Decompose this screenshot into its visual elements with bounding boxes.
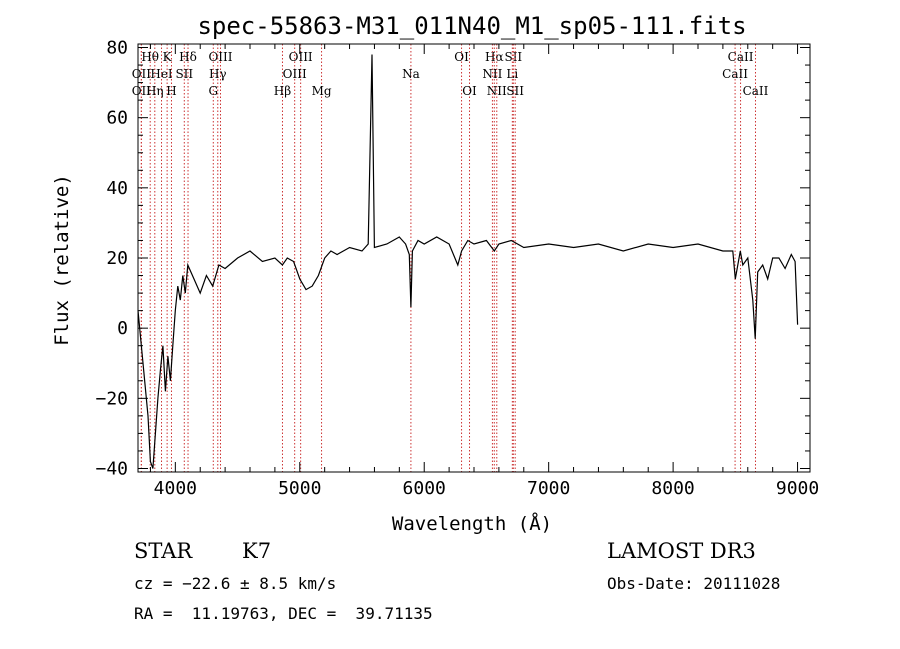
line-label-27: CaII xyxy=(743,84,769,98)
redshift-readout: cz = −22.6 ± 8.5 km/s xyxy=(134,574,337,593)
x-tick-label-4: 8000 xyxy=(651,478,694,499)
x-tick-label-3: 7000 xyxy=(527,478,570,499)
line-label-20: NII xyxy=(482,67,502,81)
spectrum-series xyxy=(137,54,799,469)
y-tick-label-3: 20 xyxy=(106,248,128,269)
line-label-4: HeI xyxy=(150,67,173,81)
spectrum-line xyxy=(137,54,799,469)
line-label-18: OI xyxy=(462,84,477,98)
x-tick-label-5: 9000 xyxy=(776,478,819,499)
line-label-25: CaII xyxy=(728,50,754,64)
line-label-26: CaII xyxy=(722,67,748,81)
line-label-19: Hα xyxy=(485,50,504,64)
survey-name: LAMOST DR3 xyxy=(607,539,756,563)
y-tick-label-2: 0 xyxy=(117,318,128,339)
line-label-2: OII xyxy=(132,84,152,98)
y-tick-label-0: −40 xyxy=(95,458,128,479)
line-label-7: Hδ xyxy=(179,50,197,64)
line-label-8: SII xyxy=(175,67,193,81)
y-tick-label-1: −20 xyxy=(95,388,128,409)
line-label-1: OII xyxy=(132,67,152,81)
spectral-line-markers: Hθ OII OII K HeI Hη H Hδ SII OIII Hγ G Hβ OIII OIII Mg N… xyxy=(132,44,769,472)
line-label-24: SII xyxy=(506,84,524,98)
line-label-3: K xyxy=(163,50,173,64)
x-axis-label: Wavelength (Å) xyxy=(392,512,552,535)
object-subclass: K7 xyxy=(242,539,272,563)
y-tick-label-6: 80 xyxy=(106,38,128,59)
x-tick-label-0: 4000 xyxy=(154,478,197,499)
line-label-21: NII xyxy=(487,84,507,98)
observation-date: Obs-Date: 20111028 xyxy=(607,574,781,593)
y-tick-label-4: 40 xyxy=(106,178,128,199)
line-label-17: OI xyxy=(454,50,469,64)
y-axis-label: Flux (relative) xyxy=(51,174,73,346)
line-label-15: Mg xyxy=(312,84,332,98)
line-label-10: Hγ xyxy=(209,67,227,81)
y-tick-label-5: 60 xyxy=(106,108,128,129)
line-label-5: Hη xyxy=(146,84,164,98)
chart-title: spec-55863-M31_011N40_M1_sp05-111.fits xyxy=(197,12,746,40)
line-label-22: SII xyxy=(504,50,522,64)
axis-ticks: 4000 5000 6000 7000 8000 9000 −40 −20 0 20 40 60 80 xyxy=(95,38,819,499)
line-label-23: Li xyxy=(506,67,518,81)
line-label-9: OIII xyxy=(208,50,232,64)
line-label-11: G xyxy=(208,84,218,98)
line-label-14: OIII xyxy=(283,67,307,81)
line-label-16: Na xyxy=(402,67,420,81)
object-class: STAR xyxy=(134,539,193,563)
line-label-13: OIII xyxy=(289,50,313,64)
line-label-6: H xyxy=(166,84,176,98)
line-label-0: Hθ xyxy=(141,50,159,64)
x-tick-label-1: 5000 xyxy=(278,478,321,499)
coordinates-readout: RA = 11.19763, DEC = 39.71135 xyxy=(134,604,433,623)
line-label-12: Hβ xyxy=(274,84,291,98)
x-tick-label-2: 6000 xyxy=(403,478,446,499)
